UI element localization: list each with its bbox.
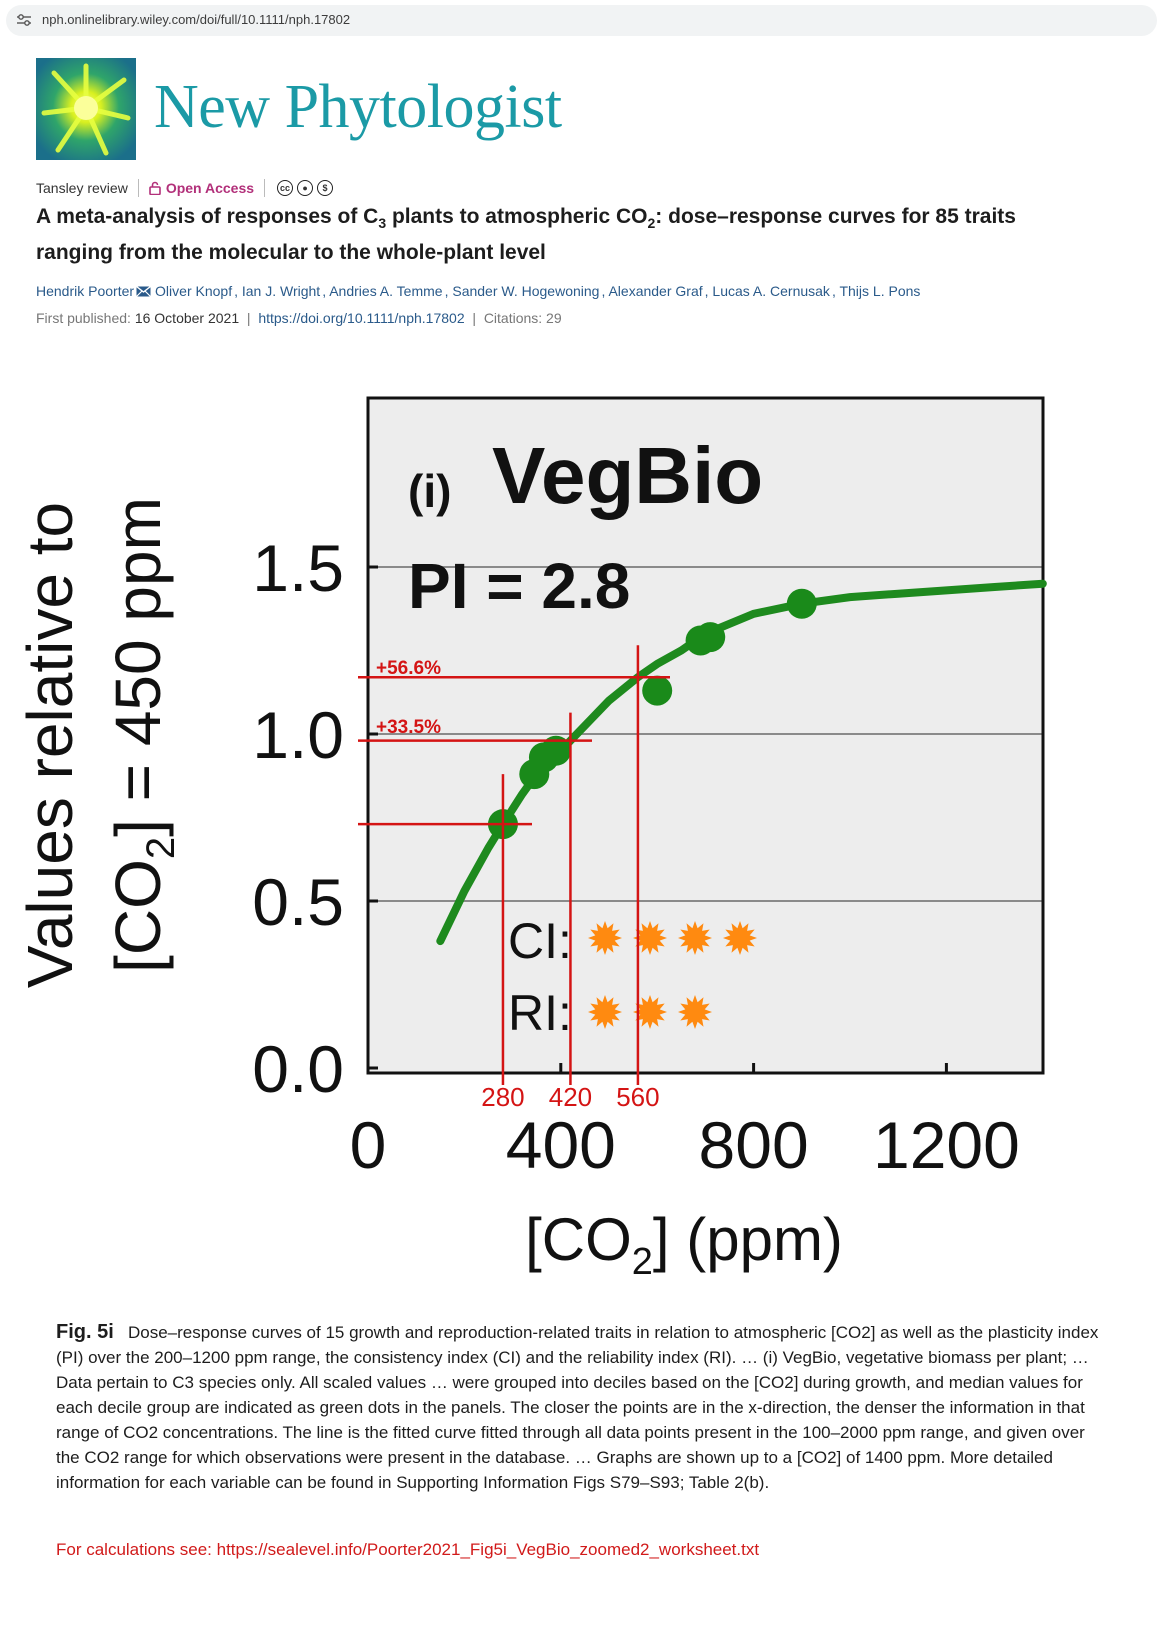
panel-label: (i) [408, 465, 451, 517]
article-meta-row: Tansley review Open Access cc ● $ [36, 179, 334, 197]
marker-label: 280 [481, 1082, 524, 1112]
data-point [642, 675, 673, 706]
x-tick-label: 400 [506, 1108, 616, 1182]
y-tick-label: 1.0 [252, 698, 344, 772]
y-tick-labels: 0.0 0.5 1.0 1.5 [252, 531, 344, 1106]
first-published-label: First published: [36, 310, 131, 326]
url-text[interactable]: nph.onlinelibrary.wiley.com/doi/full/10.… [42, 12, 351, 27]
y-tick-label: 1.5 [252, 531, 344, 605]
x-tick-label: 800 [699, 1108, 809, 1182]
index-stars [588, 921, 757, 1029]
x-tick-label: 0 [350, 1108, 387, 1182]
article-type[interactable]: Tansley review [36, 180, 128, 196]
figure-5i-chart: 0.0 0.5 1.0 1.5 0 400 800 1200 (i) VegBio PI =… [14, 396, 1047, 1283]
star-icon [588, 921, 622, 955]
calculation-note[interactable]: For calculations see: https://sealevel.i… [56, 1540, 760, 1559]
ci-label: CI: [508, 913, 572, 969]
marker-label: 420 [549, 1082, 592, 1112]
star-icon [678, 995, 712, 1029]
author-link[interactable]: Oliver Knopf [155, 283, 233, 299]
pi-value: PI = 2.8 [408, 550, 630, 622]
data-point [540, 735, 571, 766]
license-icons[interactable]: cc ● $ [277, 180, 334, 196]
nc-icon: $ [317, 180, 334, 196]
data-point [786, 588, 817, 619]
citations-count[interactable]: Citations: 29 [483, 310, 562, 326]
divider [137, 179, 139, 197]
journal-name[interactable]: New Phytologist [154, 73, 562, 141]
caption-text: Dose–response curves of 15 growth and re… [56, 1323, 1099, 1492]
y-axis-label-line1: Values relative to [14, 502, 86, 988]
axis-ticks [366, 565, 948, 1073]
y-axis-label-line2: [CO2] = 450 ppm [102, 497, 183, 973]
star-icon [633, 921, 667, 955]
browser-address-bar: nph.onlinelibrary.wiley.com/doi/full/10.… [0, 0, 1163, 40]
star-icon [633, 995, 667, 1029]
x-tick-labels: 0 400 800 1200 [350, 1108, 1020, 1182]
ri-label: RI: [508, 985, 572, 1041]
author-link[interactable]: Lucas A. Cernusak [712, 283, 830, 299]
divider [264, 179, 266, 197]
author-link[interactable]: Ian J. Wright [241, 283, 321, 299]
annotation-lower: +33.5% [376, 717, 441, 738]
author-link[interactable]: Alexander Graf [608, 283, 703, 299]
cc-icon: cc [277, 180, 294, 196]
decile-dots [487, 588, 817, 840]
y-tick-label: 0.0 [252, 1032, 344, 1106]
figure-caption: Fig. 5i Dose–response curves of 15 growt… [56, 1320, 1106, 1495]
site-settings-icon[interactable] [16, 13, 32, 27]
annotation-upper: +56.6% [376, 658, 441, 679]
open-access-badge[interactable]: Open Access [149, 180, 254, 196]
star-icon [678, 921, 712, 955]
author-link[interactable]: Hendrik Poorter [36, 283, 135, 299]
open-lock-icon [149, 181, 161, 195]
journal-logo-icon[interactable] [36, 58, 136, 160]
data-point [695, 622, 726, 653]
author-list: Hendrik Poorter Oliver Knopf, Ian J. Wrig… [36, 283, 921, 299]
article-title: A meta-analysis of responses of C3 plant… [36, 205, 1016, 265]
first-published-date: 16 October 2021 [134, 310, 240, 326]
x-axis-label: [CO2] (ppm) [525, 1206, 843, 1283]
x-tick-label: 1200 [873, 1108, 1020, 1182]
marker-label: 560 [616, 1082, 659, 1112]
by-icon: ● [297, 180, 314, 196]
star-icon [723, 921, 757, 955]
caption-label: Fig. 5i [56, 1321, 114, 1343]
url-pill[interactable] [6, 5, 1157, 36]
y-tick-label: 0.5 [252, 865, 344, 939]
plot-area [368, 398, 1043, 1073]
author-link[interactable]: Andries A. Temme [329, 283, 443, 299]
annotation-lines [358, 645, 670, 1085]
panel-title: VegBio [492, 431, 763, 520]
author-link[interactable]: Sander W. Hogewoning [452, 283, 600, 299]
marker-labels: 280 420 560 [481, 1082, 659, 1112]
email-icon[interactable] [136, 285, 151, 297]
doi-link[interactable]: https://doi.org/10.1111/nph.17802 [258, 310, 465, 326]
publication-info: First published: 16 October 2021 | https… [36, 310, 562, 326]
gridlines [368, 566, 1043, 902]
open-access-label: Open Access [165, 180, 255, 196]
star-icon [588, 995, 622, 1029]
author-link[interactable]: Thijs L. Pons [839, 283, 921, 299]
